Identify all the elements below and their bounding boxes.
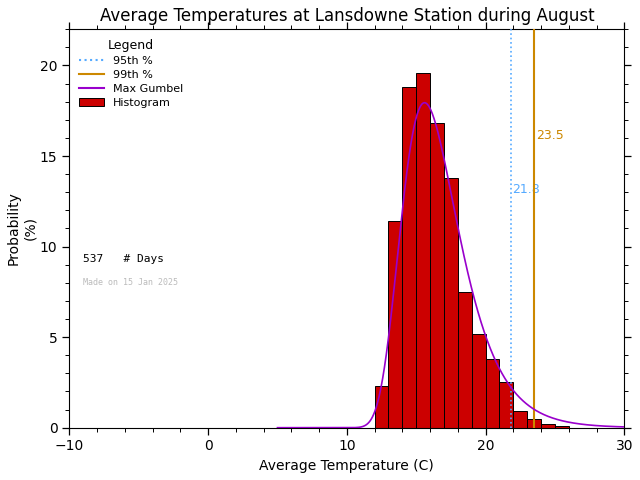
Text: 537   # Days: 537 # Days <box>83 254 164 264</box>
Bar <box>416 73 430 428</box>
Text: Made on 15 Jan 2025: Made on 15 Jan 2025 <box>83 278 178 288</box>
X-axis label: Average Temperature (C): Average Temperature (C) <box>259 459 434 473</box>
Bar <box>444 178 458 428</box>
Bar <box>430 123 444 428</box>
Bar <box>541 424 555 428</box>
Title: Average Temperatures at Lansdowne Station during August: Average Temperatures at Lansdowne Statio… <box>99 7 594 25</box>
Legend: 95th %, 99th %, Max Gumbel, Histogram: 95th %, 99th %, Max Gumbel, Histogram <box>75 35 188 112</box>
Bar <box>458 292 472 428</box>
Bar <box>472 334 486 428</box>
Bar <box>527 419 541 428</box>
Text: 21.8: 21.8 <box>513 183 540 196</box>
Bar <box>388 221 403 428</box>
Bar <box>486 359 499 428</box>
Bar <box>555 426 569 428</box>
Bar <box>403 87 416 428</box>
Bar <box>513 411 527 428</box>
Bar <box>499 383 513 428</box>
Y-axis label: Probability
(%): Probability (%) <box>7 192 37 265</box>
Text: 23.5: 23.5 <box>536 129 564 142</box>
Bar <box>374 386 388 428</box>
